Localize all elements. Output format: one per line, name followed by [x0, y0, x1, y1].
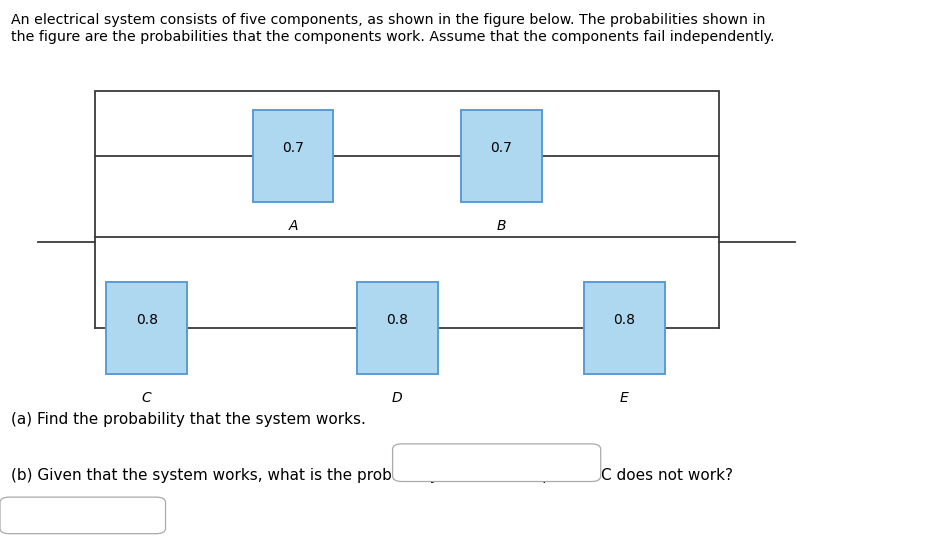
Text: D: D: [392, 391, 403, 405]
FancyBboxPatch shape: [0, 497, 166, 534]
Text: An electrical system consists of five components, as shown in the figure below. : An electrical system consists of five co…: [11, 13, 766, 27]
Text: C: C: [142, 391, 151, 405]
FancyBboxPatch shape: [584, 282, 664, 374]
FancyBboxPatch shape: [106, 282, 187, 374]
Text: 0.8: 0.8: [386, 313, 409, 327]
Text: B: B: [497, 219, 506, 233]
Text: 0.7: 0.7: [490, 141, 513, 155]
Text: the figure are the probabilities that the components work. Assume that the compo: the figure are the probabilities that th…: [11, 30, 775, 44]
Bar: [95, 91, 719, 237]
FancyBboxPatch shape: [254, 110, 334, 202]
Text: 0.8: 0.8: [613, 313, 636, 327]
FancyBboxPatch shape: [462, 110, 541, 202]
FancyBboxPatch shape: [393, 444, 601, 482]
Text: (a) Find the probability that the system works.: (a) Find the probability that the system…: [11, 412, 366, 427]
Text: E: E: [620, 391, 629, 405]
FancyBboxPatch shape: [358, 282, 437, 374]
Text: (b) Given that the system works, what is the probability that the component C do: (b) Given that the system works, what is…: [11, 468, 733, 483]
Text: 0.8: 0.8: [135, 313, 158, 327]
Text: 0.7: 0.7: [282, 141, 305, 155]
Text: A: A: [289, 219, 298, 233]
